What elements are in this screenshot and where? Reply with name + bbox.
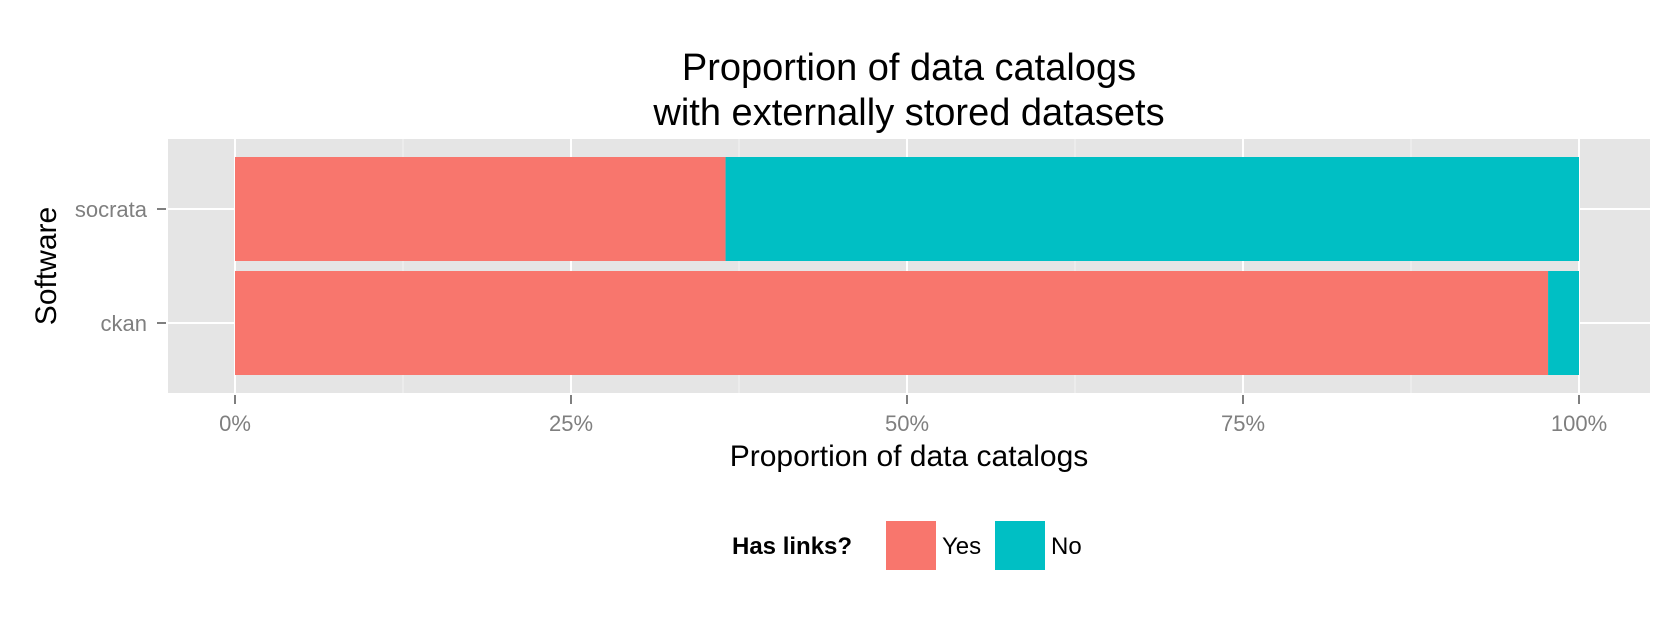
y-axis-title: Software bbox=[30, 207, 63, 325]
bar-ckan-yes bbox=[235, 271, 1549, 375]
x-tick-label: 25% bbox=[549, 411, 593, 436]
legend-key-yes bbox=[886, 521, 936, 570]
legend-key-no bbox=[995, 521, 1045, 570]
y-axis: socrata ckan bbox=[75, 197, 166, 336]
bars bbox=[235, 157, 1579, 375]
x-tick-label: 0% bbox=[219, 411, 251, 436]
y-tick-label-ckan: ckan bbox=[101, 311, 147, 336]
chart-title-line-1: Proportion of data catalogs bbox=[682, 47, 1136, 89]
x-tick-label: 75% bbox=[1221, 411, 1265, 436]
x-tick-label: 50% bbox=[885, 411, 929, 436]
y-tick-label-socrata: socrata bbox=[75, 197, 148, 222]
chart-title-line-2: with externally stored datasets bbox=[652, 92, 1164, 134]
x-axis: 0% 25% 50% 75% 100% bbox=[219, 395, 1607, 436]
x-tick-label: 100% bbox=[1551, 411, 1607, 436]
bar-socrata-no bbox=[725, 157, 1579, 261]
bar-socrata-yes bbox=[235, 157, 726, 261]
legend: Has links? Yes No bbox=[732, 521, 1082, 570]
legend-title: Has links? bbox=[732, 533, 852, 560]
x-axis-title: Proportion of data catalogs bbox=[730, 440, 1089, 473]
legend-label-no: No bbox=[1051, 533, 1082, 560]
bar-ckan-no bbox=[1548, 271, 1579, 375]
legend-label-yes: Yes bbox=[942, 533, 981, 560]
chart-title: Proportion of data catalogs with externa… bbox=[652, 47, 1164, 134]
